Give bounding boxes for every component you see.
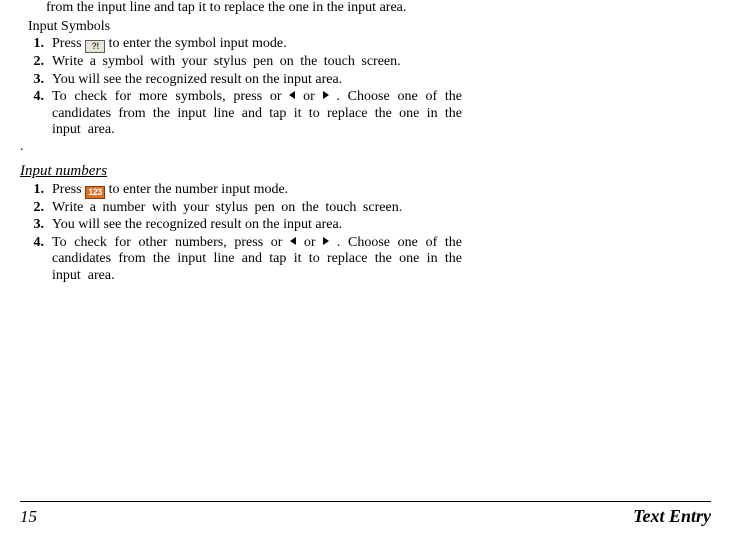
number-mode-icon: 123: [85, 186, 105, 199]
step-text: To check for more symbols, press or: [52, 89, 289, 104]
symbols-steps: 1. Press ?! to enter the symbol input mo…: [20, 36, 462, 139]
symbols-heading: Input Symbols: [28, 19, 462, 36]
list-item: 2. Write a symbol with your stylus pen o…: [20, 54, 462, 71]
numbers-steps: 1. Press 123 to enter the number input m…: [20, 182, 462, 285]
step-body: Press ?! to enter the symbol input mode.: [52, 36, 462, 53]
footer-divider: [20, 501, 711, 502]
step-number: 2.: [20, 200, 44, 217]
step-number: 1.: [20, 182, 44, 199]
page-title: Text Entry: [633, 506, 711, 527]
step-number: 3.: [20, 72, 44, 89]
list-item: 1. Press ?! to enter the symbol input mo…: [20, 36, 462, 53]
step-text: Press: [52, 182, 85, 197]
list-item: 4. To check for other numbers, press or …: [20, 235, 462, 285]
page-number: 15: [20, 507, 37, 527]
step-body: Press 123 to enter the number input mode…: [52, 182, 462, 199]
list-item: 3. You will see the recognized result on…: [20, 217, 462, 234]
list-item: 3. You will see the recognized result on…: [20, 72, 462, 89]
step-text: to enter the number input mode.: [105, 182, 288, 197]
step-number: 4.: [20, 235, 44, 252]
content-column: from the input line and tap it to replac…: [20, 0, 462, 284]
list-item: 4. To check for more symbols, press or o…: [20, 89, 462, 139]
step-body: Write a symbol with your stylus pen on t…: [52, 54, 462, 71]
footer-row: 15 Text Entry: [20, 506, 711, 527]
step-number: 1.: [20, 36, 44, 53]
step-body: You will see the recognized result on th…: [52, 217, 462, 234]
step-text: or: [304, 235, 323, 250]
step-body: To check for more symbols, press or or .…: [52, 89, 462, 139]
step-text: To check for other numbers, press or: [52, 235, 290, 250]
symbol-mode-icon: ?!: [85, 40, 105, 53]
step-text: to enter the symbol input mode.: [105, 36, 287, 51]
step-number: 4.: [20, 89, 44, 106]
page-root: from the input line and tap it to replac…: [0, 0, 731, 535]
arrow-left-icon: [289, 91, 295, 99]
list-item: 2. Write a number with your stylus pen o…: [20, 200, 462, 217]
arrow-right-icon: [323, 91, 329, 99]
page-footer: 15 Text Entry: [0, 501, 731, 527]
step-number: 2.: [20, 54, 44, 71]
step-body: You will see the recognized result on th…: [52, 72, 462, 89]
intro-tail-text: from the input line and tap it to replac…: [46, 0, 462, 17]
step-body: To check for other numbers, press or or …: [52, 235, 462, 285]
step-number: 3.: [20, 217, 44, 234]
numbers-heading: Input numbers: [20, 163, 462, 181]
list-item: 1. Press 123 to enter the number input m…: [20, 182, 462, 199]
stray-dot: .: [20, 139, 462, 156]
arrow-left-icon: [290, 237, 296, 245]
step-text: or: [303, 89, 322, 104]
step-body: Write a number with your stylus pen on t…: [52, 200, 462, 217]
arrow-right-icon: [323, 237, 329, 245]
step-text: Press: [52, 36, 85, 51]
